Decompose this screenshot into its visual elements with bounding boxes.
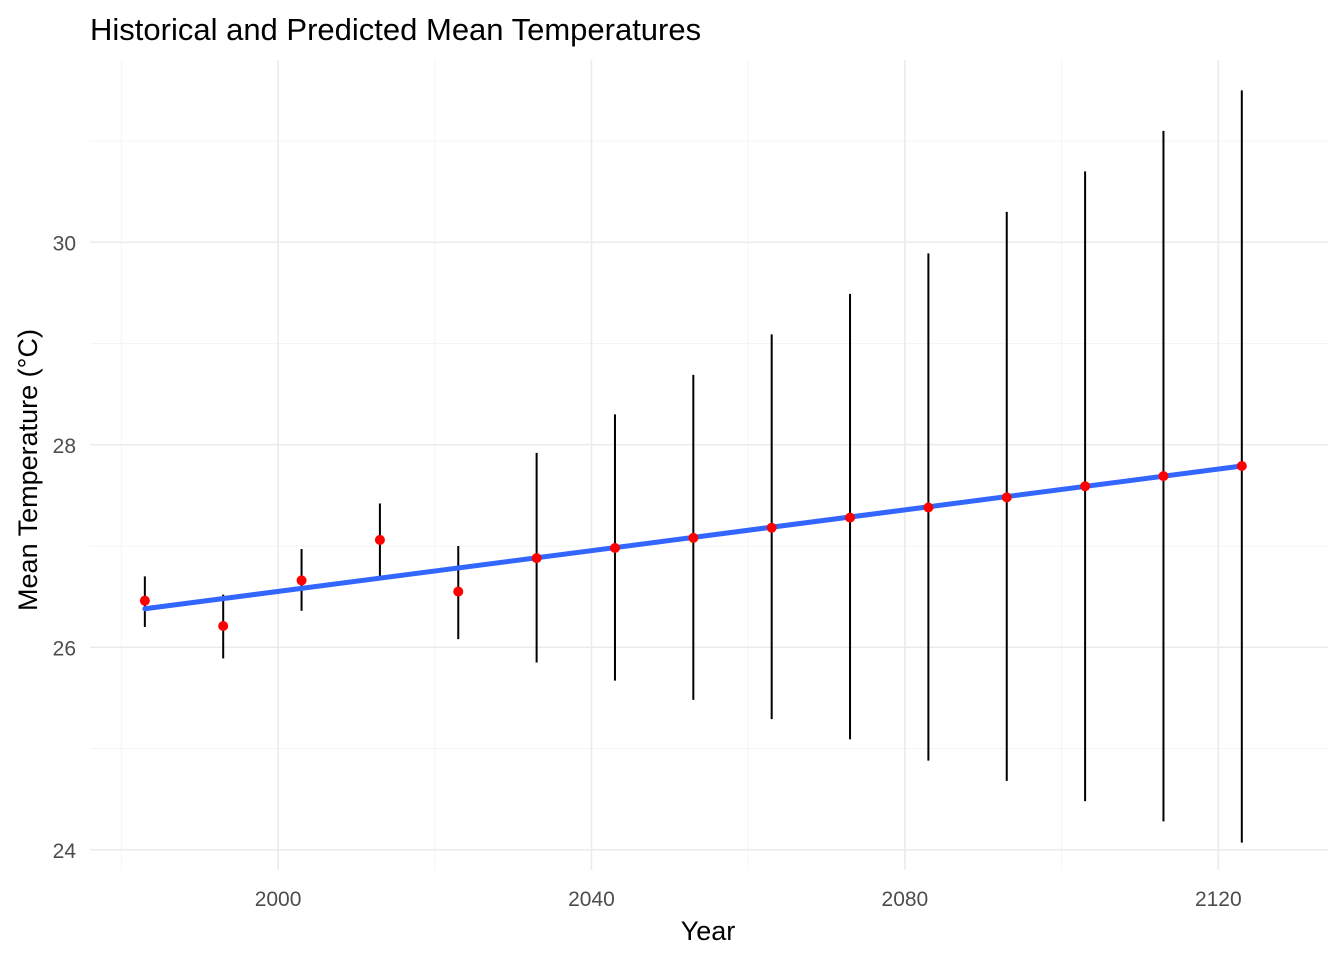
- data-point: [766, 522, 777, 533]
- data-point: [845, 512, 856, 523]
- y-tick-label: 28: [53, 435, 76, 458]
- y-axis-tick-labels: 24 26 28 30: [53, 232, 77, 863]
- data-point: [923, 502, 934, 513]
- x-axis-tick-labels: 2000 2040 2080 2120: [255, 888, 1242, 911]
- data-point: [218, 620, 229, 631]
- x-tick-label: 2080: [882, 888, 929, 911]
- data-point: [531, 553, 542, 564]
- grid-lines: [90, 60, 1328, 870]
- y-tick-label: 30: [53, 232, 76, 255]
- y-axis-title: Mean Temperature (°C): [13, 329, 43, 611]
- error-bars: [143, 90, 1243, 843]
- data-point: [139, 595, 150, 606]
- x-tick-label: 2120: [1195, 888, 1242, 911]
- x-tick-label: 2040: [568, 888, 615, 911]
- data-point: [1158, 471, 1169, 482]
- y-tick-label: 24: [53, 840, 77, 863]
- data-point: [453, 586, 464, 597]
- data-point: [1001, 492, 1012, 503]
- x-axis-title: Year: [681, 916, 736, 946]
- data-point: [1236, 461, 1247, 472]
- data-point: [374, 534, 385, 545]
- x-tick-label: 2000: [255, 888, 302, 911]
- data-point: [1080, 481, 1091, 492]
- data-point: [609, 543, 620, 554]
- data-point: [296, 575, 307, 586]
- y-tick-label: 26: [53, 637, 76, 660]
- data-point: [688, 532, 699, 543]
- chart-title: Historical and Predicted Mean Temperatur…: [90, 12, 701, 47]
- data-points: [139, 461, 1247, 631]
